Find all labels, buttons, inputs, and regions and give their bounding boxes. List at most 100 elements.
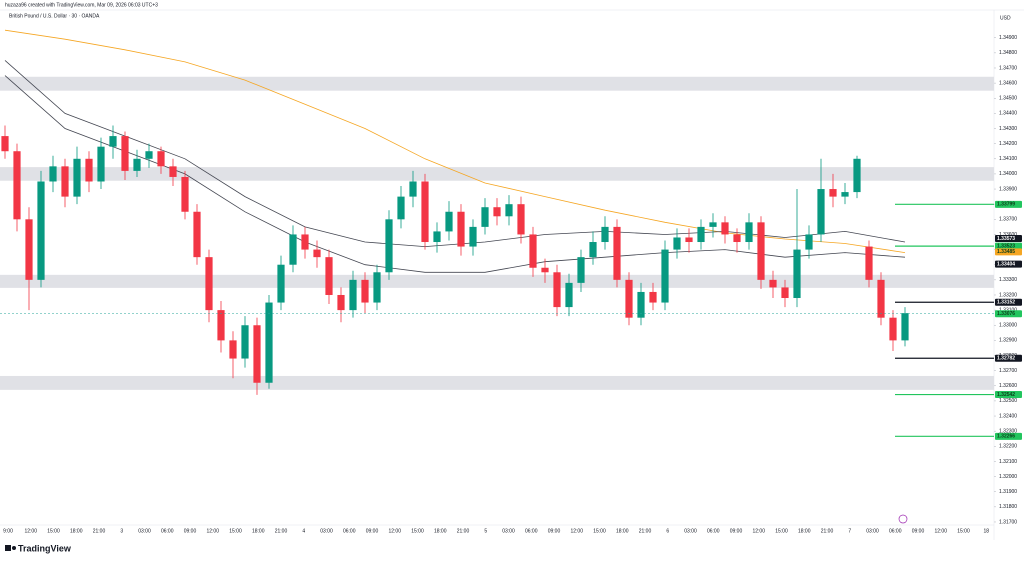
candle-body [205, 257, 213, 311]
candle-body [145, 151, 153, 159]
candle-body [805, 234, 813, 250]
candle-body [85, 158, 93, 182]
y-tick-label: 1.31700 [999, 519, 1017, 525]
candle-body [709, 222, 717, 227]
y-tick-label: 1.34000 [999, 171, 1017, 177]
logo-mark [5, 545, 11, 551]
candle-body [361, 279, 369, 303]
moving-average [4, 60, 906, 248]
y-tick-label: 1.34400 [999, 111, 1017, 117]
candle-body [697, 226, 705, 243]
candle-body [505, 204, 513, 217]
x-tick-label: 12:00 [206, 528, 219, 534]
y-tick-label: 1.32300 [999, 429, 1017, 435]
candle-body [457, 211, 465, 247]
logo-mark [12, 546, 16, 550]
moving-average [4, 75, 906, 273]
x-tick-label: 18:00 [434, 528, 447, 534]
x-tick-label: 06:00 [343, 528, 356, 534]
event-icon[interactable] [898, 514, 908, 524]
x-tick-label: 4 [302, 528, 305, 534]
y-tick-label: 1.34200 [999, 141, 1017, 147]
candle-body [493, 207, 501, 217]
price-label-box [995, 260, 1022, 268]
creator-line: huzaza96 created with TradingView.com, M… [5, 2, 158, 8]
candle-body [637, 291, 645, 318]
candle-body [241, 325, 249, 359]
candle-body [661, 249, 669, 303]
y-tick-label: 1.33700 [999, 217, 1017, 223]
candle-body [745, 222, 753, 243]
x-tick-label: 12:00 [934, 528, 947, 534]
y-tick-label: 1.32000 [999, 474, 1017, 480]
candle-body [337, 294, 345, 311]
x-tick-label: 15:00 [957, 528, 970, 534]
candle-body [721, 222, 729, 235]
candle-body [649, 291, 657, 303]
candle-body [397, 196, 405, 220]
candle-body [601, 226, 609, 243]
price-label-box [995, 242, 1022, 250]
x-tick-label: 21:00 [457, 528, 470, 534]
y-tick-label: 1.33900 [999, 186, 1017, 192]
y-tick-label: 1.32500 [999, 398, 1017, 404]
candle-body [325, 257, 333, 295]
brand: TradingView [18, 543, 72, 553]
x-tick-label: 6 [666, 528, 669, 534]
price-label-box [995, 432, 1022, 440]
currency: USD [1000, 15, 1011, 21]
x-tick-label: 09:00 [912, 528, 925, 534]
x-tick-label: 12:00 [388, 528, 401, 534]
y-tick-label: 1.31900 [999, 489, 1017, 495]
candle-body [385, 219, 393, 273]
candle-body [97, 146, 105, 182]
candle-body [481, 207, 489, 227]
candle-body [37, 181, 45, 280]
y-tick-label: 1.32200 [999, 444, 1017, 450]
x-tick-label: 09:00 [548, 528, 561, 534]
x-tick-label: 03:00 [502, 528, 515, 534]
candle-body [181, 176, 189, 212]
candle-body [529, 234, 537, 268]
candle-body [25, 219, 33, 280]
x-tick-label: 15:00 [775, 528, 788, 534]
price-label: 1.33076 [997, 311, 1015, 317]
candle-body [193, 211, 201, 258]
y-tick-label: 1.33000 [999, 323, 1017, 329]
candle-body [565, 282, 573, 308]
price-label-box [995, 298, 1022, 306]
x-tick-label: 21:00 [275, 528, 288, 534]
y-tick-label: 1.34100 [999, 156, 1017, 162]
candle-body [757, 222, 765, 280]
x-tick-label: 7 [848, 528, 851, 534]
symbol: British Pound / U.S. Dollar · 30 · OANDA [9, 13, 100, 19]
candle-body [133, 158, 141, 171]
candle-body [469, 226, 477, 247]
x-tick-label: 06:00 [889, 528, 902, 534]
price-label-box [995, 235, 1022, 243]
x-tick-label: 3 [120, 528, 123, 534]
price-label: 1.32542 [997, 392, 1015, 398]
x-tick-label: 06:00 [707, 528, 720, 534]
price-label: 1.33523 [997, 243, 1015, 249]
candle-body [853, 158, 861, 193]
price-label: 1.32266 [997, 434, 1015, 440]
y-tick-label: 1.32700 [999, 368, 1017, 374]
y-tick-label: 1.32600 [999, 383, 1017, 389]
zone [0, 375, 994, 390]
candle-body [277, 264, 285, 303]
y-tick-label: 1.32900 [999, 338, 1017, 344]
candle-body [589, 242, 597, 258]
candle-body [865, 246, 873, 280]
candle-body [265, 302, 273, 383]
x-tick-label: 06:00 [525, 528, 538, 534]
candle-body [433, 231, 441, 243]
x-tick-label: 09:00 [184, 528, 197, 534]
candle-body [829, 189, 837, 197]
y-tick-label: 1.33300 [999, 277, 1017, 283]
moving-average [4, 29, 906, 253]
candle-body [373, 272, 381, 303]
x-tick-label: 15:00 [411, 528, 424, 534]
logo: TradingView [5, 543, 72, 553]
candle-body [577, 257, 585, 283]
